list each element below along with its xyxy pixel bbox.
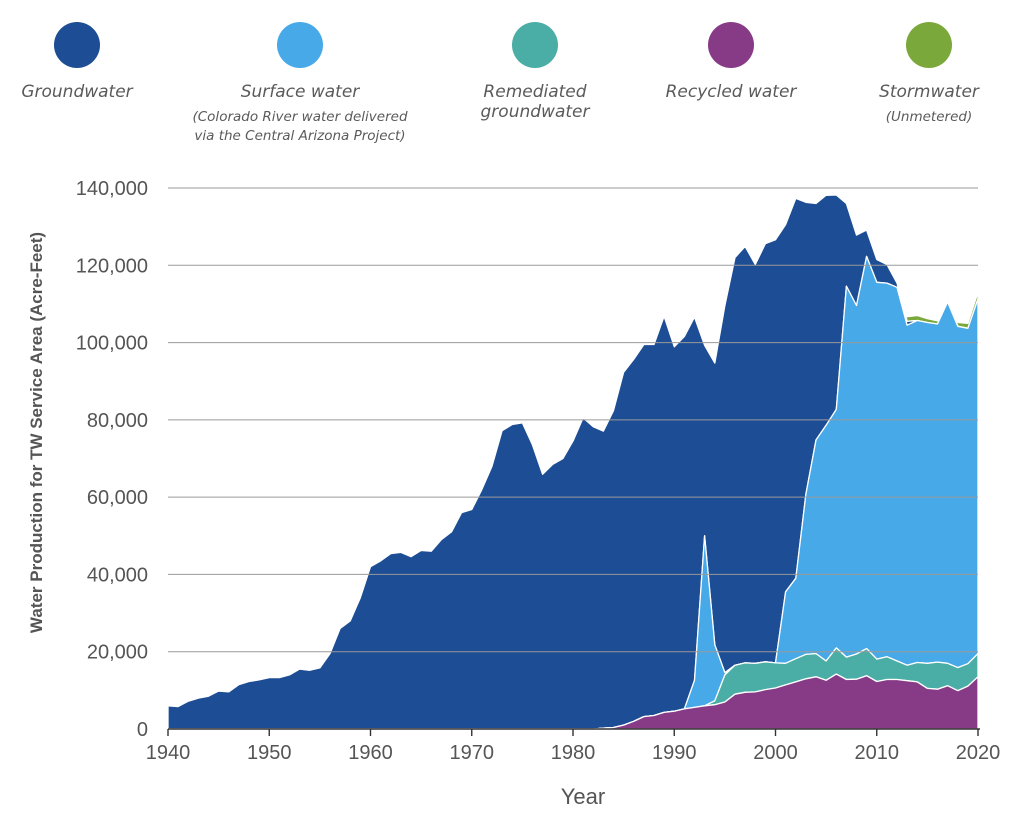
legend-label: Recycled water bbox=[666, 82, 798, 102]
legend-swatch bbox=[708, 22, 754, 68]
y-tick-label: 0 bbox=[137, 719, 148, 741]
y-tick-label: 100,000 bbox=[76, 333, 148, 355]
legend-sublabel: (Colorado River water delivered bbox=[192, 109, 407, 125]
x-tick-label: 1950 bbox=[247, 742, 292, 764]
legend-label: Surface water bbox=[241, 82, 361, 102]
y-tick-label: 60,000 bbox=[87, 487, 148, 509]
legend-label: groundwater bbox=[481, 102, 591, 122]
legend-label: Remediated bbox=[483, 82, 586, 102]
legend-swatch bbox=[277, 22, 323, 68]
legend-item-surface-water: Surface water (Colorado River water deliv… bbox=[192, 22, 408, 144]
y-axis-title: Water Production for TW Service Area (Ac… bbox=[27, 232, 46, 633]
x-tick-label: 2010 bbox=[855, 742, 900, 764]
legend: Groundwater Surface water (Colorado River … bbox=[21, 22, 980, 144]
y-tick-label: 40,000 bbox=[87, 564, 148, 586]
x-tick-label: 1940 bbox=[146, 742, 191, 764]
legend-item-stormwater: Stormwater (Unmetered) bbox=[879, 22, 980, 125]
legend-label: Groundwater bbox=[21, 82, 133, 102]
gridlines bbox=[168, 187, 978, 653]
y-tick-label: 20,000 bbox=[87, 642, 148, 664]
legend-item-recycled-water: Recycled water bbox=[666, 22, 798, 102]
legend-swatch bbox=[906, 22, 952, 68]
legend-sublabel: (Unmetered) bbox=[886, 109, 972, 125]
legend-swatch bbox=[54, 22, 100, 68]
x-tick-label: 1960 bbox=[348, 742, 393, 764]
x-tick-label: 2020 bbox=[956, 742, 1001, 764]
x-tick-label: 1990 bbox=[652, 742, 697, 764]
x-tick-label: 1980 bbox=[551, 742, 596, 764]
legend-item-groundwater: Groundwater bbox=[21, 22, 134, 102]
x-tick-label: 1970 bbox=[450, 742, 495, 764]
x-tick-label: 2000 bbox=[753, 742, 798, 764]
x-axis-title: Year bbox=[561, 784, 605, 809]
y-tick-label: 80,000 bbox=[87, 410, 148, 432]
legend-label: Stormwater bbox=[879, 82, 980, 102]
legend-sublabel: via the Central Arizona Project) bbox=[194, 128, 405, 144]
legend-swatch bbox=[512, 22, 558, 68]
plot-area bbox=[167, 194, 979, 730]
y-tick-label: 140,000 bbox=[76, 178, 148, 200]
y-tick-label: 120,000 bbox=[76, 255, 148, 277]
axes: 1940 1950 1960 1970 1980 1990 2000 2010 2020 0 20,… bbox=[27, 178, 1000, 809]
